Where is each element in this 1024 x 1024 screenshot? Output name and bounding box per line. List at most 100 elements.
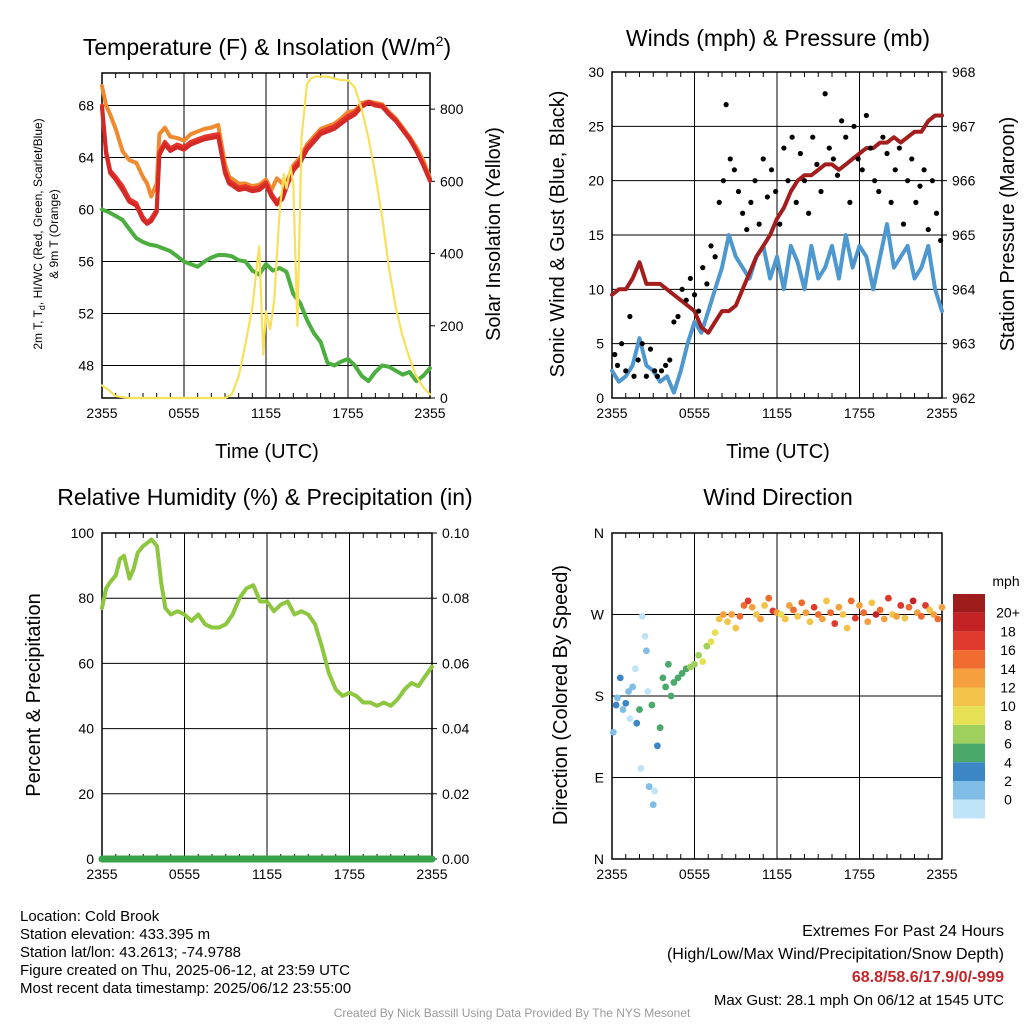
gust-point bbox=[921, 167, 927, 173]
station-elevation: Station elevation: 433.395 m bbox=[20, 926, 211, 943]
y2tick-label: 400 bbox=[440, 246, 464, 262]
dir-ylabel: Direction (Colored By Speed) bbox=[550, 565, 572, 825]
direction-point bbox=[664, 660, 672, 668]
direction-point bbox=[827, 609, 835, 617]
direction-point bbox=[638, 612, 646, 620]
direction-point bbox=[802, 609, 810, 617]
gust-point bbox=[785, 178, 791, 184]
direction-point bbox=[678, 669, 686, 677]
direction-point bbox=[806, 618, 814, 626]
temp-line bbox=[100, 100, 432, 226]
ytick-label: 20 bbox=[588, 173, 604, 189]
direction-point bbox=[864, 618, 872, 626]
gust-point bbox=[909, 156, 915, 162]
legend-label: 12 bbox=[1000, 680, 1016, 696]
y2tick-label: 0.04 bbox=[442, 721, 469, 737]
gust-point bbox=[801, 178, 808, 184]
y2tick-label: 0.10 bbox=[442, 525, 469, 541]
gust-point bbox=[658, 368, 665, 374]
ytick-label: 60 bbox=[78, 655, 94, 671]
temp-xlabel: Time (UTC) bbox=[215, 441, 319, 463]
direction-point bbox=[674, 674, 682, 682]
plot-frame bbox=[101, 72, 431, 399]
gust-point bbox=[793, 199, 799, 205]
direction-point bbox=[856, 602, 863, 609]
direction-point bbox=[860, 609, 868, 617]
gust-point bbox=[691, 292, 698, 298]
gust-point bbox=[822, 91, 828, 97]
gust-point bbox=[867, 145, 874, 151]
gust-point bbox=[612, 351, 618, 358]
gust-point bbox=[806, 210, 812, 216]
figure-created: Figure created on Thu, 2025-06-12, at 23… bbox=[20, 962, 350, 979]
direction-point bbox=[609, 728, 617, 736]
gust-point bbox=[851, 123, 857, 129]
gust-point bbox=[933, 210, 940, 216]
direction-point bbox=[699, 658, 707, 665]
direction-point bbox=[629, 683, 637, 691]
legend-swatch bbox=[953, 781, 985, 800]
gust-point bbox=[900, 221, 907, 227]
ytick-label: N bbox=[594, 525, 604, 541]
legend-label: 4 bbox=[1004, 754, 1012, 770]
direction-point bbox=[719, 611, 727, 618]
direction-point bbox=[711, 629, 719, 637]
gust-point bbox=[760, 156, 766, 162]
direction-point bbox=[835, 603, 843, 611]
xtick-label: 1155 bbox=[251, 405, 281, 421]
direction-point bbox=[790, 606, 797, 614]
y2tick-label: 963 bbox=[952, 336, 976, 352]
gust-point bbox=[712, 254, 718, 260]
xtick-label: 0555 bbox=[168, 405, 199, 421]
direction-point bbox=[823, 597, 830, 605]
gust-point bbox=[781, 145, 787, 151]
legend-swatch bbox=[953, 743, 985, 763]
rh-ylabel: Percent & Precipitation bbox=[23, 593, 45, 796]
direction-point bbox=[818, 615, 826, 623]
y2tick-label: 0 bbox=[440, 390, 448, 406]
legend-label: 8 bbox=[1004, 717, 1012, 733]
ytick-label: 100 bbox=[71, 525, 95, 541]
insolation-line bbox=[100, 75, 432, 400]
xtick-label: 2355 bbox=[416, 866, 447, 882]
gust-point bbox=[797, 150, 803, 157]
ytick-label: E bbox=[595, 770, 604, 786]
direction-point bbox=[619, 706, 627, 713]
ytick-label: N bbox=[594, 851, 604, 867]
direction-point bbox=[777, 611, 785, 618]
legend-swatch bbox=[953, 594, 985, 613]
gust-point bbox=[818, 188, 824, 195]
legend-swatch bbox=[953, 724, 985, 744]
legend-swatch bbox=[953, 799, 985, 819]
gust-point bbox=[834, 172, 841, 178]
direction-point bbox=[691, 660, 698, 668]
direction-point bbox=[631, 665, 639, 673]
ytick-label: 56 bbox=[78, 254, 94, 270]
xtick-label: 1755 bbox=[332, 405, 363, 421]
direction-point bbox=[614, 694, 621, 702]
legend-label: 18 bbox=[1000, 623, 1016, 639]
insolation-ylabel: Solar Insolation (Yellow) bbox=[483, 127, 505, 341]
direction-point bbox=[695, 651, 703, 659]
xtick-label: 2355 bbox=[926, 866, 957, 882]
dew-line bbox=[100, 207, 432, 384]
legend-label: 0 bbox=[1004, 792, 1012, 808]
direction-point bbox=[622, 699, 630, 707]
gust-point bbox=[880, 134, 886, 140]
direction-point bbox=[637, 765, 645, 772]
xtick-label: 0555 bbox=[169, 866, 200, 882]
gust-point bbox=[671, 319, 677, 325]
gust-point bbox=[727, 156, 733, 162]
gust-point bbox=[764, 194, 770, 200]
gust-point bbox=[614, 362, 621, 368]
extremes-subtitle: (High/Low/Max Wind/Precipitation/Snow De… bbox=[666, 946, 1004, 963]
direction-point bbox=[843, 624, 851, 632]
gust-point bbox=[720, 178, 726, 184]
ytick-label: 5 bbox=[596, 336, 604, 352]
direction-point bbox=[847, 597, 855, 605]
gust-point bbox=[635, 357, 641, 363]
temp-ylabel: 2m T, Td, HI/WC (Red, Green, Scarlet/Blu… bbox=[31, 118, 47, 349]
gust-point bbox=[654, 373, 660, 379]
y2tick-label: 965 bbox=[952, 227, 976, 243]
